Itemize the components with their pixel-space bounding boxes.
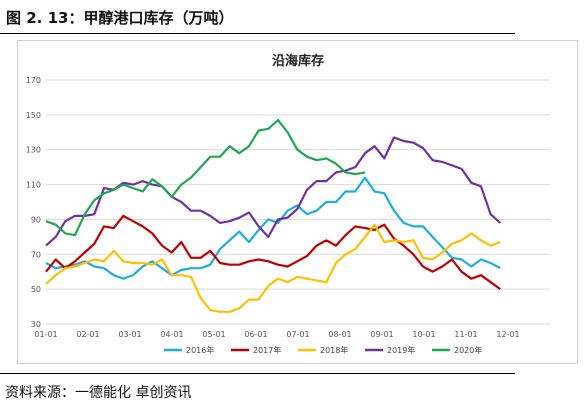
- x-axis: 01-01 02-01 03-01 04-01 05-01 06-01 07-01 08-01…: [34, 330, 519, 339]
- legend-label: 2019年: [387, 345, 415, 355]
- y-tick-label: 170: [26, 76, 41, 85]
- legend-label: 2017年: [253, 345, 281, 355]
- y-tick-label: 50: [31, 285, 41, 294]
- series-lines: [45, 118, 502, 313]
- y-tick-label: 110: [26, 181, 41, 190]
- x-tick-label: 01-01: [34, 330, 57, 339]
- x-tick-label: 04-01: [160, 330, 183, 339]
- x-tick-label: 02-01: [76, 330, 99, 339]
- source-note: 资料来源：一德能化 卓创资讯: [5, 385, 192, 401]
- series-line-2: [45, 214, 501, 290]
- y-axis: 30 50 70 90 110 130 150 170: [26, 76, 41, 329]
- series-line-5: [45, 118, 366, 237]
- bottom-divider: [0, 373, 515, 374]
- x-tick-label: 07-01: [286, 330, 309, 339]
- legend-label: 2018年: [320, 345, 348, 355]
- figure-title: 图 2. 13：甲醇港口库存（万吨）: [6, 9, 234, 27]
- legend-label: 2020年: [454, 345, 482, 355]
- chart-container: 沿海库存 30 50 70 90 110 130 150 170 01-01 02-01 03-0…: [17, 40, 578, 364]
- x-tick-label: 08-01: [328, 330, 351, 339]
- grid-lines: [46, 79, 550, 325]
- y-tick-label: 30: [31, 320, 41, 329]
- x-tick-label: 05-01: [202, 330, 225, 339]
- y-tick-label: 90: [31, 215, 41, 224]
- series-line-1: [45, 176, 501, 280]
- legend: 2016年 2017年 2018年 2019年 2020年: [164, 345, 482, 355]
- x-tick-label: 06-01: [244, 330, 267, 339]
- x-tick-label: 03-01: [118, 330, 141, 339]
- top-divider: [0, 33, 515, 34]
- series-line-3: [45, 223, 501, 313]
- y-tick-label: 70: [31, 250, 41, 259]
- x-tick-label: 11-01: [454, 330, 477, 339]
- legend-label: 2016年: [186, 345, 214, 355]
- x-tick-label: 09-01: [370, 330, 393, 339]
- x-tick-label: 12-01: [496, 330, 519, 339]
- chart-title: 沿海库存: [272, 53, 324, 69]
- series-line-4: [45, 136, 502, 247]
- y-tick-label: 130: [26, 146, 41, 155]
- line-chart: 沿海库存 30 50 70 90 110 130 150 170 01-01 02-01 03-0…: [26, 53, 550, 355]
- y-tick-label: 150: [26, 111, 41, 120]
- x-tick-label: 10-01: [412, 330, 435, 339]
